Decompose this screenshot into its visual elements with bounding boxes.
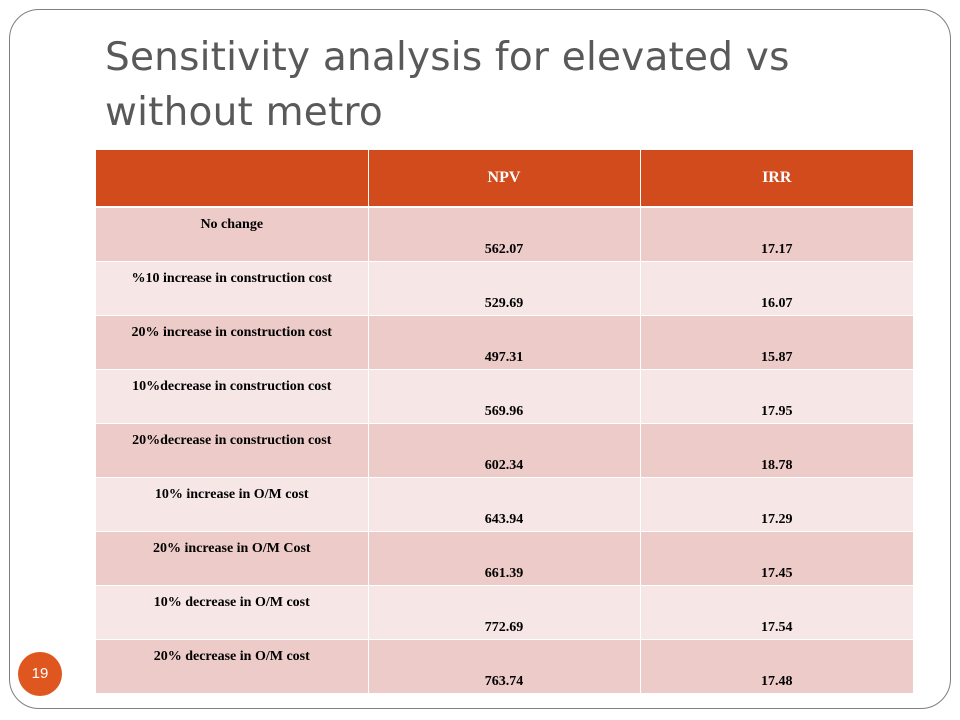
irr-cell: 17.17: [639, 206, 913, 261]
table-row: 20% decrease in O/M cost 763.74 17.48: [96, 638, 913, 693]
table-row: 10% increase in O/M cost 643.94 17.29: [96, 476, 913, 531]
slide-title-line-1: Sensitivity analysis for elevated vs: [105, 35, 790, 80]
table-row: 20% increase in O/M Cost 661.39 17.45: [96, 530, 913, 585]
npv-cell: 661.39: [367, 530, 640, 585]
table-row: 10%decrease in construction cost 569.96 …: [96, 368, 913, 423]
page-number-badge: 19: [18, 652, 62, 696]
npv-cell: 602.34: [367, 422, 640, 477]
header-scenario: [96, 150, 368, 208]
irr-cell: 17.48: [639, 638, 913, 693]
npv-cell: 569.96: [367, 368, 640, 423]
slide-title: Sensitivity analysis for elevated vs wit…: [105, 30, 905, 140]
scenario-cell: 10% increase in O/M cost: [96, 476, 368, 531]
scenario-cell: 20%decrease in construction cost: [96, 422, 368, 477]
table-row: 20%decrease in construction cost 602.34 …: [96, 422, 913, 477]
header-npv: NPV: [367, 150, 640, 208]
scenario-cell: %10 increase in construction cost: [96, 260, 368, 315]
npv-cell: 643.94: [367, 476, 640, 531]
irr-cell: 17.45: [639, 530, 913, 585]
irr-cell: 17.29: [639, 476, 913, 531]
sensitivity-table: NPV IRR No change 562.07 17.17 %10 incre…: [96, 150, 913, 693]
table-header-row: NPV IRR: [96, 150, 913, 208]
scenario-cell: No change: [96, 206, 368, 261]
table-row: 10% decrease in O/M cost 772.69 17.54: [96, 584, 913, 639]
npv-cell: 772.69: [367, 584, 640, 639]
irr-cell: 17.95: [639, 368, 913, 423]
scenario-cell: 20% increase in construction cost: [96, 314, 368, 369]
table-row: 20% increase in construction cost 497.31…: [96, 314, 913, 369]
irr-cell: 16.07: [639, 260, 913, 315]
scenario-cell: 20% decrease in O/M cost: [96, 638, 368, 693]
scenario-cell: 10%decrease in construction cost: [96, 368, 368, 423]
irr-cell: 15.87: [639, 314, 913, 369]
irr-cell: 17.54: [639, 584, 913, 639]
npv-cell: 763.74: [367, 638, 640, 693]
scenario-cell: 10% decrease in O/M cost: [96, 584, 368, 639]
npv-cell: 529.69: [367, 260, 640, 315]
header-irr: IRR: [639, 150, 913, 208]
table-row: No change 562.07 17.17: [96, 206, 913, 261]
irr-cell: 18.78: [639, 422, 913, 477]
table-row: %10 increase in construction cost 529.69…: [96, 260, 913, 315]
scenario-cell: 20% increase in O/M Cost: [96, 530, 368, 585]
npv-cell: 562.07: [367, 206, 640, 261]
npv-cell: 497.31: [367, 314, 640, 369]
slide-title-line-2: without metro: [105, 90, 383, 135]
